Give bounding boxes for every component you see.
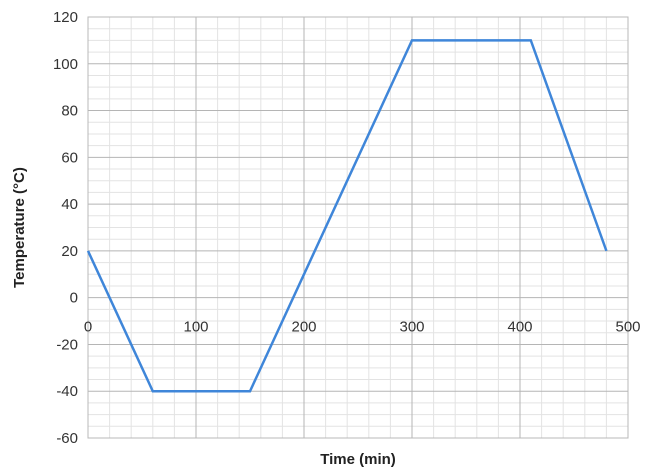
y-tick-label: 60 [61,149,78,166]
y-tick-label: -20 [56,336,78,353]
x-axis-title: Time (min) [320,451,396,468]
y-tick-label: 100 [53,56,78,73]
y-tick-label: -40 [56,383,78,400]
y-tick-label: 120 [53,9,78,26]
x-tick-label: 0 [84,319,92,336]
x-tick-label: 300 [399,319,424,336]
y-tick-label: -60 [56,430,78,447]
y-tick-label: 40 [61,196,78,213]
x-axis-tick-labels: 0 100 200 300 400 500 [84,319,641,336]
x-tick-label: 200 [291,319,316,336]
series-layer [86,39,608,393]
series-line-1 [86,39,608,393]
x-tick-label: 500 [615,319,640,336]
x-tick-label: 100 [183,319,208,336]
y-tick-label: 0 [70,290,78,307]
x-tick-label: 400 [507,319,532,336]
y-tick-label: 80 [61,103,78,120]
y-axis-title: Temperature (°C) [11,167,28,288]
y-tick-label: 20 [61,243,78,260]
y-axis-tick-labels: -60 -40 -20 0 20 40 60 80 100 120 [53,9,78,447]
plot-area-frame [87,16,629,439]
minor-gridlines [88,17,628,438]
